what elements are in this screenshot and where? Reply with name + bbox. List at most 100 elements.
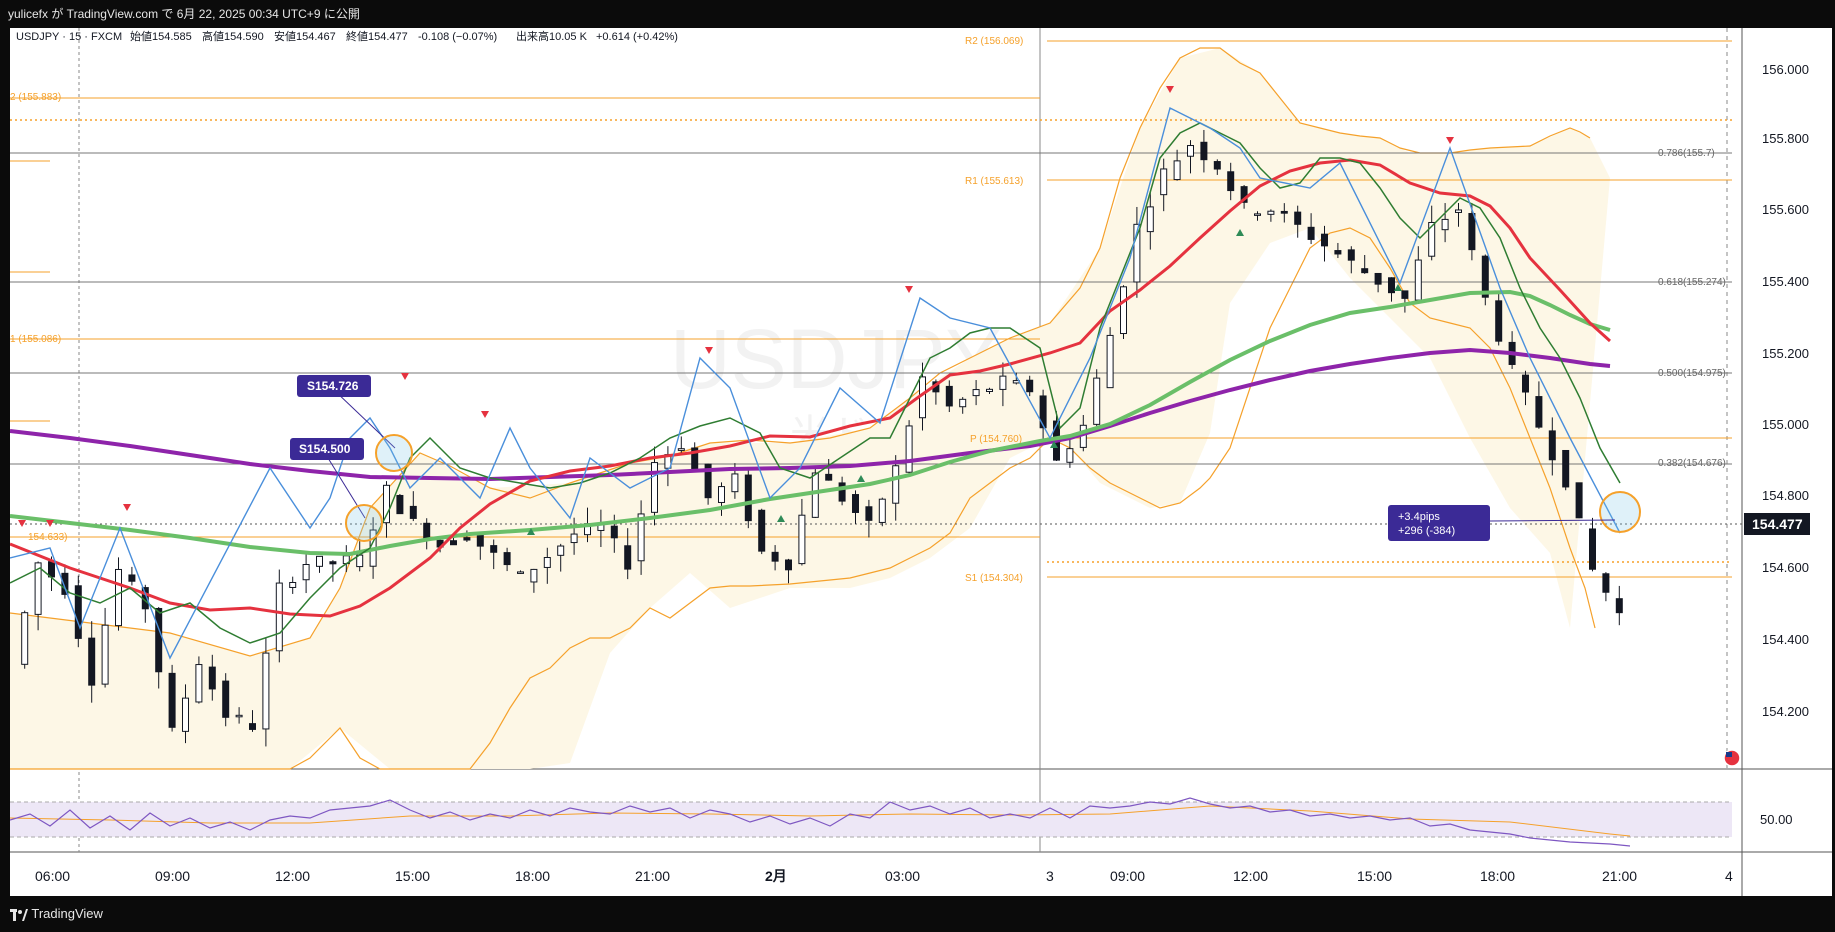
candle-up	[1066, 448, 1074, 463]
candle-up	[1254, 213, 1261, 216]
fib-382-label: 0.382(154.676)	[1658, 458, 1726, 469]
candle-down	[1294, 211, 1302, 225]
time-tick: 15:00	[1357, 868, 1392, 884]
candle-up	[195, 664, 203, 703]
candle-up	[262, 652, 270, 730]
swing-high-marker	[18, 520, 26, 527]
time-tick: 18:00	[515, 868, 550, 884]
candle-down	[1321, 233, 1328, 247]
time-tick: 12:00	[275, 868, 310, 884]
candle-down	[476, 533, 484, 547]
candle-up	[1267, 210, 1275, 215]
candle-up	[1106, 334, 1114, 389]
time-tick: 06:00	[35, 868, 70, 884]
candle-up	[1455, 209, 1462, 213]
pivot-r2-label: R2 (156.069)	[965, 36, 1023, 47]
fib-618-label: 0.618(155.274)	[1658, 277, 1726, 288]
candle-up	[811, 472, 819, 518]
candle-up	[101, 624, 109, 685]
swing-high-marker	[1166, 86, 1174, 93]
price-chart[interactable]: USDJPY, 15 米ドル / 円 R2 (156.069) R1 (155.…	[9, 28, 1832, 896]
time-tick-date: 4	[1725, 868, 1733, 884]
candle-up	[557, 545, 565, 556]
candle-down	[168, 672, 176, 728]
candle-down	[1026, 379, 1034, 393]
legend-open: 始値154.585	[130, 29, 192, 43]
price-tick: 154.800	[1762, 488, 1809, 503]
callout-2-box	[290, 438, 364, 460]
legend-close: 終値154.477	[346, 29, 408, 43]
swing-low-marker	[1050, 441, 1058, 448]
candle-down	[1535, 396, 1543, 428]
prev-r1-label: 1 (155.086)	[10, 334, 61, 345]
candle-down	[704, 463, 712, 499]
candle-up	[718, 486, 725, 503]
swing-low-marker	[777, 515, 785, 522]
symbol-legend[interactable]: USDJPY · 15 · FXCM 始値154.585 高値154.590 安…	[16, 29, 678, 43]
highlight-circle	[1599, 491, 1641, 533]
pips-text-1: +3.4pips	[1398, 511, 1440, 523]
pivot-p-label: P (154.760)	[970, 434, 1022, 445]
candle-up	[1146, 206, 1154, 233]
candle-down	[1039, 395, 1047, 429]
candlestick-series	[21, 129, 1623, 747]
callout-1-box	[297, 375, 371, 397]
candle-up	[34, 562, 42, 615]
rsi-band	[10, 802, 1732, 837]
pivot-s1-label: S1 (154.304)	[965, 573, 1023, 584]
ma-purple	[9, 347, 1611, 482]
candle-up	[21, 612, 29, 665]
candle-down	[48, 561, 55, 578]
price-tick: 154.600	[1762, 560, 1809, 575]
time-tick: 18:00	[1480, 868, 1515, 884]
legend-symbol[interactable]: USDJPY · 15 · FXCM	[16, 31, 122, 43]
candle-down	[88, 637, 96, 686]
pips-box	[1388, 505, 1490, 541]
legend-high: 高値154.590	[202, 29, 264, 43]
publish-text: yulicefx が TradingView.com で 6月 22, 2025…	[8, 7, 360, 21]
candle-down	[1468, 213, 1476, 251]
candle-down	[758, 509, 766, 552]
current-price-badge	[1744, 513, 1810, 535]
price-tick: 154.400	[1762, 632, 1809, 647]
price-tick: 155.800	[1762, 131, 1809, 146]
callout-1-text: S154.726	[307, 379, 359, 393]
candle-up	[1428, 221, 1436, 257]
rsi-line	[9, 797, 1631, 847]
swing-high-marker	[705, 347, 713, 354]
candle-down	[128, 574, 136, 582]
candle-down	[1602, 573, 1610, 593]
chart-area[interactable]: USDJPY, 15 米ドル / 円 R2 (156.069) R1 (155.…	[9, 28, 1832, 896]
candle-down	[396, 494, 404, 515]
candle-down	[329, 561, 337, 565]
price-tick: 155.400	[1762, 274, 1809, 289]
candle-down	[1522, 374, 1529, 393]
us-flag-canton	[1726, 752, 1732, 757]
candle-down	[1213, 161, 1221, 170]
candle-down	[503, 552, 511, 566]
candle-up	[798, 514, 806, 565]
candle-up	[543, 557, 551, 568]
candle-up	[905, 425, 913, 473]
swing-high-marker	[123, 504, 131, 511]
candle-up	[530, 568, 538, 583]
right-edge	[1832, 28, 1835, 896]
candle-down	[624, 545, 632, 570]
time-tick: 15:00	[395, 868, 430, 884]
candle-up	[1173, 160, 1181, 181]
time-axis[interactable]: 06:00 09:00 12:00 15:00 18:00 21:00 2月 0…	[35, 868, 1733, 884]
time-tick-date: 3	[1046, 868, 1054, 884]
pips-text-2: +296 (-384)	[1398, 525, 1455, 537]
candle-up	[1093, 377, 1101, 425]
bollinger-lower	[10, 227, 1596, 770]
candle-up	[182, 697, 189, 732]
swing-high-marker	[46, 520, 54, 527]
price-axis[interactable]: 156.000 155.800 155.600 155.400 155.200 …	[1762, 62, 1809, 719]
rsi-signal	[9, 805, 1631, 837]
prev-p-label: 154.633)	[28, 532, 67, 543]
swing-high-marker	[905, 286, 913, 293]
candle-down	[1388, 277, 1395, 294]
swing-high-marker	[1446, 137, 1454, 144]
candle-down	[1481, 255, 1489, 298]
candle-up	[1414, 259, 1422, 301]
